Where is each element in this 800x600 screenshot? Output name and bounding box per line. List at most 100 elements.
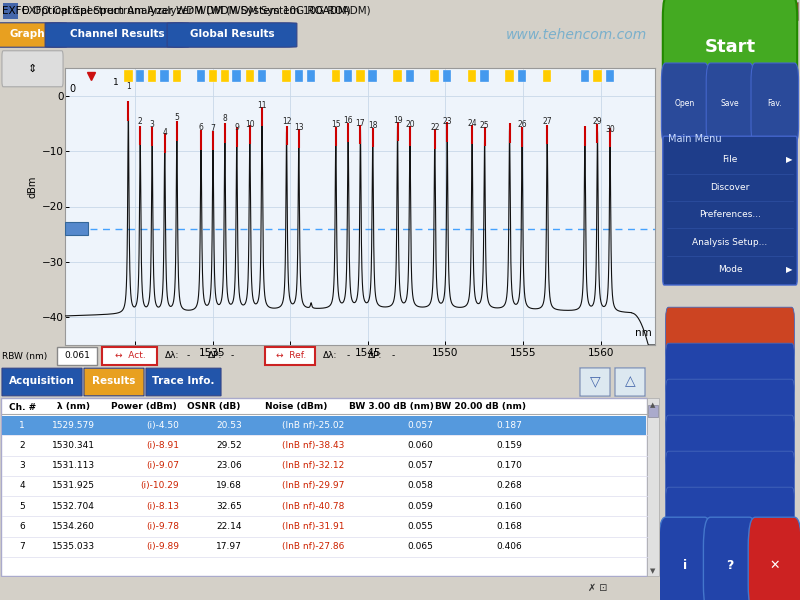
FancyBboxPatch shape <box>265 347 315 365</box>
Bar <box>65 222 88 235</box>
FancyBboxPatch shape <box>2 51 63 87</box>
FancyBboxPatch shape <box>777 2 798 20</box>
Bar <box>468 70 476 82</box>
FancyBboxPatch shape <box>706 63 754 144</box>
FancyBboxPatch shape <box>703 517 757 600</box>
Text: 1531.925: 1531.925 <box>52 481 94 490</box>
Text: 0.058: 0.058 <box>407 481 434 490</box>
Text: 23.06: 23.06 <box>216 461 242 470</box>
Bar <box>369 70 377 82</box>
Text: ↔  Act.: ↔ Act. <box>114 352 146 361</box>
Text: (i)-10.29: (i)-10.29 <box>141 481 179 490</box>
Bar <box>307 70 315 82</box>
Text: 16: 16 <box>343 116 353 125</box>
Text: Acquisition: Acquisition <box>9 376 75 386</box>
Text: 1535.033: 1535.033 <box>52 542 95 551</box>
Text: nm: nm <box>635 328 652 338</box>
Text: 23: 23 <box>442 117 452 126</box>
FancyBboxPatch shape <box>580 368 610 396</box>
Text: 30: 30 <box>605 125 615 134</box>
Text: 3: 3 <box>150 120 154 129</box>
FancyBboxPatch shape <box>658 517 712 600</box>
Text: Trace Info.: Trace Info. <box>152 376 214 386</box>
Text: Mode: Mode <box>718 265 742 274</box>
Bar <box>57 347 97 365</box>
FancyBboxPatch shape <box>666 379 794 432</box>
FancyBboxPatch shape <box>102 347 157 365</box>
Text: (InB nf)-40.78: (InB nf)-40.78 <box>282 502 344 511</box>
Text: -: - <box>230 352 234 361</box>
Bar <box>581 70 589 82</box>
Text: 0.057: 0.057 <box>407 421 434 430</box>
Text: 25: 25 <box>480 121 490 130</box>
Text: 22: 22 <box>430 123 439 132</box>
Text: ▲: ▲ <box>650 402 656 408</box>
Text: 0.160: 0.160 <box>497 502 522 511</box>
Text: 11: 11 <box>258 101 266 110</box>
Text: 0.065: 0.065 <box>407 542 434 551</box>
Text: 1530.341: 1530.341 <box>52 441 94 450</box>
Text: 0.268: 0.268 <box>497 481 522 490</box>
Text: 19.68: 19.68 <box>216 481 242 490</box>
Text: ΔP:: ΔP: <box>208 352 222 361</box>
Bar <box>258 70 266 82</box>
Text: 0.055: 0.055 <box>407 522 434 531</box>
Bar <box>344 70 352 82</box>
Bar <box>148 70 157 82</box>
Bar <box>648 405 658 417</box>
Bar <box>246 70 254 82</box>
FancyBboxPatch shape <box>662 136 797 285</box>
Text: ▽: ▽ <box>590 374 600 388</box>
Text: Analysis Setup...: Analysis Setup... <box>692 238 768 247</box>
Text: Main Menu: Main Menu <box>669 134 722 144</box>
Text: 7: 7 <box>210 124 215 133</box>
Bar <box>480 70 489 82</box>
FancyBboxPatch shape <box>146 368 221 396</box>
Bar <box>221 70 229 82</box>
Text: Graph: Graph <box>10 29 46 40</box>
FancyBboxPatch shape <box>754 2 775 20</box>
Bar <box>518 70 526 82</box>
Bar <box>356 70 365 82</box>
Text: Global Results: Global Results <box>190 29 274 40</box>
Text: Power (dBm): Power (dBm) <box>111 403 177 412</box>
Text: ⇕: ⇕ <box>28 64 37 74</box>
Text: λ (nm): λ (nm) <box>57 403 90 412</box>
Text: (InB nf)-38.43: (InB nf)-38.43 <box>282 441 344 450</box>
Text: 0.170: 0.170 <box>497 461 522 470</box>
Bar <box>506 70 514 82</box>
Text: ✕: ✕ <box>784 7 790 16</box>
Text: 2: 2 <box>19 441 25 450</box>
Bar <box>647 398 659 576</box>
Text: (i)-8.13: (i)-8.13 <box>146 502 179 511</box>
FancyBboxPatch shape <box>45 23 189 47</box>
Text: 29: 29 <box>593 117 602 126</box>
Text: ?: ? <box>726 559 734 572</box>
Text: Results: Results <box>92 376 136 386</box>
FancyBboxPatch shape <box>666 415 794 468</box>
Text: EXFO Optical Spectrum Analyzer WDM (WDM System 10G ROADM): EXFO Optical Spectrum Analyzer WDM (WDM … <box>2 6 351 16</box>
Text: -: - <box>186 352 190 361</box>
Text: 32.65: 32.65 <box>216 502 242 511</box>
Text: 0.406: 0.406 <box>497 542 522 551</box>
FancyBboxPatch shape <box>2 368 82 396</box>
Text: ↔  Ref.: ↔ Ref. <box>276 352 306 361</box>
Bar <box>136 70 145 82</box>
Text: Start: Start <box>705 38 755 56</box>
Text: (i)-9.78: (i)-9.78 <box>146 522 179 531</box>
Text: 24: 24 <box>467 119 477 128</box>
FancyBboxPatch shape <box>662 63 709 144</box>
FancyBboxPatch shape <box>666 307 794 360</box>
Text: i: i <box>683 559 687 572</box>
Text: 18: 18 <box>368 121 378 130</box>
Text: (i)-8.91: (i)-8.91 <box>146 441 179 450</box>
Text: 0.061: 0.061 <box>64 352 90 361</box>
Text: 9: 9 <box>234 123 239 132</box>
Text: (InB nf)-29.97: (InB nf)-29.97 <box>282 481 344 490</box>
Text: 1: 1 <box>114 79 119 88</box>
Text: (InB nf)-25.02: (InB nf)-25.02 <box>282 421 344 430</box>
Bar <box>406 70 414 82</box>
Text: (i)-4.50: (i)-4.50 <box>146 421 179 430</box>
Text: 29.52: 29.52 <box>216 441 242 450</box>
FancyBboxPatch shape <box>662 0 797 99</box>
